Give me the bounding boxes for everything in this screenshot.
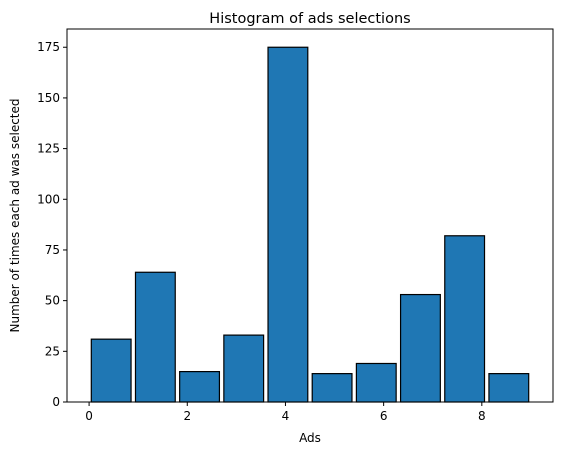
y-tick-label: 125 <box>37 142 60 156</box>
y-axis-ticks: 0 25 50 75 100 125 150 175 <box>37 40 67 409</box>
y-tick-label: 100 <box>37 192 60 206</box>
bar-6 <box>355 362 397 403</box>
bar-0 <box>90 338 132 403</box>
x-tick-label: 6 <box>380 409 388 423</box>
chart-title: Histogram of ads selections <box>209 11 410 27</box>
bar-1 <box>134 271 176 403</box>
bar-2 <box>179 370 221 403</box>
bar-8 <box>444 235 486 403</box>
y-tick-label: 75 <box>45 243 60 257</box>
bar-5 <box>311 373 353 403</box>
y-tick-label: 175 <box>37 40 60 54</box>
x-axis-label: Ads <box>299 431 321 445</box>
x-tick-label: 0 <box>85 409 93 423</box>
y-axis-label: Number of times each ad was selected <box>8 98 22 332</box>
axes-frame <box>66 28 554 403</box>
bars-group <box>90 46 530 403</box>
y-tick-label: 50 <box>45 294 60 308</box>
bar-7 <box>399 293 441 403</box>
x-tick-label: 8 <box>478 409 486 423</box>
bar-3 <box>223 334 265 403</box>
x-tick-label: 4 <box>282 409 290 423</box>
x-axis-ticks: 0 2 4 6 8 <box>85 402 486 423</box>
bar-4 <box>267 46 309 403</box>
y-tick-label: 0 <box>52 395 60 409</box>
bar-9 <box>488 373 530 403</box>
x-tick-label: 2 <box>183 409 191 423</box>
y-tick-label: 150 <box>37 91 60 105</box>
y-tick-label: 25 <box>45 344 60 358</box>
